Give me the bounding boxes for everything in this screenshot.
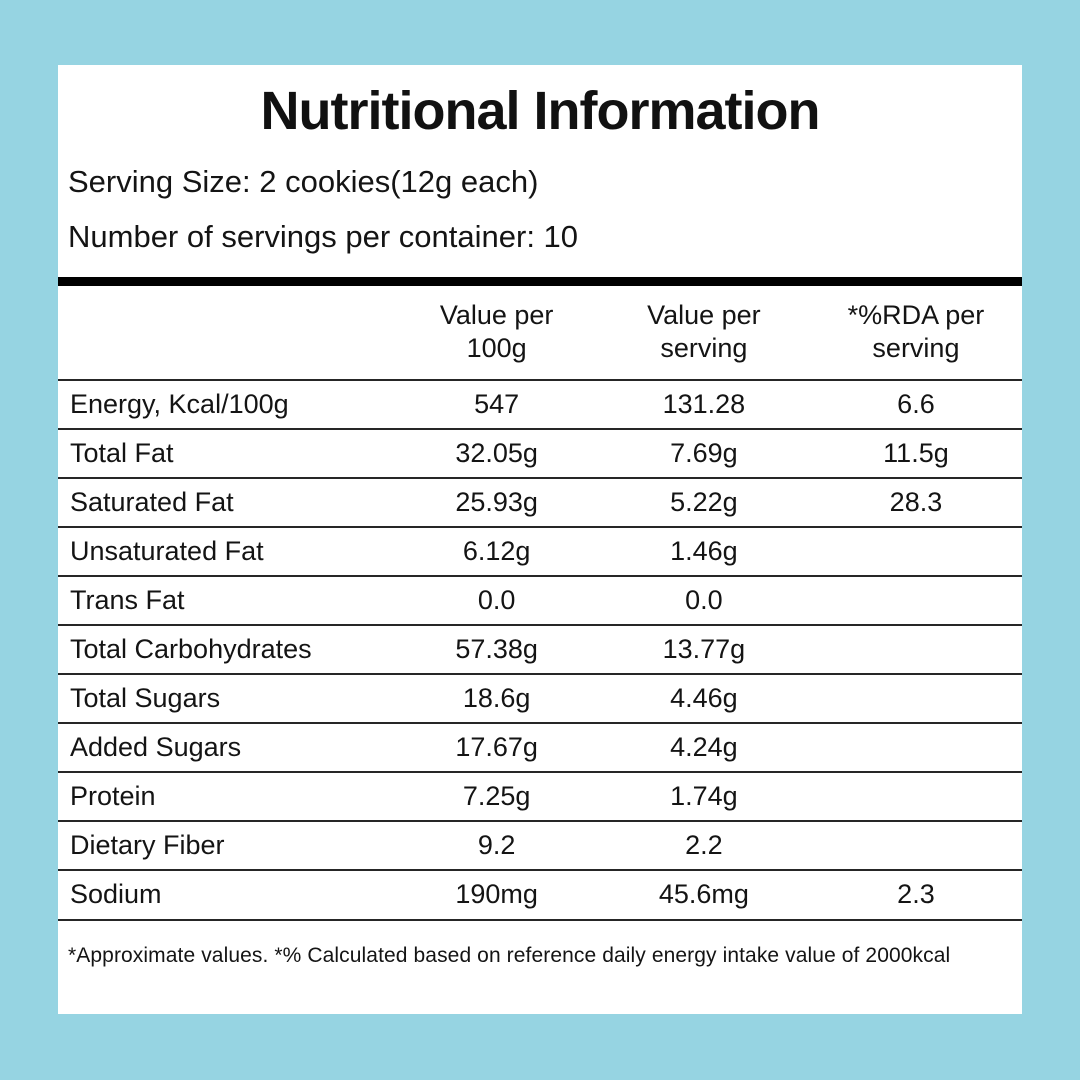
- table-row-total-fat: Total Fat 32.05g 7.69g 11.5g: [58, 427, 1022, 478]
- table-row-total-sugars: Total Sugars 18.6g 4.46g: [58, 672, 1022, 723]
- rda-per-serving-cell: 11.5g: [809, 427, 1022, 478]
- header-line: Value per: [439, 299, 554, 330]
- value-per-serving-cell: 7.69g: [597, 427, 810, 478]
- value-per-serving-cell: 1.74g: [597, 770, 810, 821]
- value-per-serving-cell: 45.6mg: [597, 868, 810, 919]
- table-row-protein: Protein 7.25g 1.74g: [58, 770, 1022, 821]
- nutrition-label-card: Nutritional Information Serving Size: 2 …: [58, 65, 1022, 1014]
- rda-per-serving-cell: [809, 672, 1022, 723]
- header-line: Value per: [647, 299, 761, 330]
- value-per-100g-cell: 7.25g: [395, 770, 598, 821]
- table-row-trans-fat: Trans Fat 0.0 0.0: [58, 574, 1022, 625]
- table-body: Energy, Kcal/100g 547 131.28 6.6 Total F…: [58, 378, 1022, 919]
- header-row: Value per 100g Value per serving *%RDA p…: [58, 286, 1022, 380]
- nutrient-label-cell: Energy, Kcal/100g: [58, 378, 396, 429]
- nutrient-label-cell: Protein: [58, 770, 396, 821]
- header-line: serving: [660, 333, 748, 364]
- value-per-100g-cell: 547: [395, 378, 598, 429]
- value-per-serving-cell: 4.24g: [597, 721, 810, 772]
- column-header-rda-per-serving: *%RDA per serving: [810, 286, 1022, 380]
- rda-per-serving-cell: 28.3: [809, 476, 1022, 527]
- table-header: Value per 100g Value per serving *%RDA p…: [58, 286, 1022, 380]
- table-row-total-carbohydrates: Total Carbohydrates 57.38g 13.77g: [58, 623, 1022, 674]
- rda-per-serving-cell: [809, 623, 1022, 674]
- table-row-dietary-fiber: Dietary Fiber 9.2 2.2: [58, 819, 1022, 870]
- nutrient-label-cell: Dietary Fiber: [58, 819, 396, 870]
- table-row-saturated-fat: Saturated Fat 25.93g 5.22g 28.3: [58, 476, 1022, 527]
- rda-per-serving-cell: [809, 819, 1022, 870]
- thick-divider-bar: [58, 276, 1022, 286]
- table-row-sodium: Sodium 190mg 45.6mg 2.3: [58, 868, 1022, 919]
- value-per-serving-cell: 13.77g: [597, 623, 810, 674]
- footnote: *Approximate values. *% Calculated based…: [58, 918, 1022, 992]
- header-line: *%RDA per: [847, 299, 985, 330]
- rda-per-serving-cell: [809, 721, 1022, 772]
- nutrient-label-cell: Added Sugars: [58, 721, 396, 772]
- value-per-100g-cell: 9.2: [395, 819, 598, 870]
- page-title: Nutritional Information: [260, 81, 821, 141]
- nutrient-label-cell: Saturated Fat: [58, 476, 396, 527]
- value-per-serving-cell: 2.2: [597, 819, 810, 870]
- header-line: 100g: [466, 333, 527, 364]
- nutrient-label-cell: Total Fat: [58, 427, 396, 478]
- header-line: serving: [872, 333, 960, 364]
- header-empty-cell: [58, 286, 395, 380]
- value-per-100g-cell: 6.12g: [395, 525, 598, 576]
- table-row-added-sugars: Added Sugars 17.67g 4.24g: [58, 721, 1022, 772]
- rda-per-serving-cell: [809, 770, 1022, 821]
- nutrition-table: Value per 100g Value per serving *%RDA p…: [58, 286, 1022, 919]
- table-row-unsaturated-fat: Unsaturated Fat 6.12g 1.46g: [58, 525, 1022, 576]
- nutrient-label-cell: Unsaturated Fat: [58, 525, 396, 576]
- rda-per-serving-cell: [809, 574, 1022, 625]
- value-per-100g-cell: 32.05g: [395, 427, 598, 478]
- nutrient-label-cell: Trans Fat: [58, 574, 396, 625]
- value-per-serving-cell: 4.46g: [597, 672, 810, 723]
- rda-per-serving-cell: 2.3: [809, 868, 1022, 919]
- rda-per-serving-cell: [809, 525, 1022, 576]
- servings-per-container-line: Number of servings per container: 10: [68, 218, 579, 254]
- column-header-value-per-serving: Value per serving: [598, 286, 810, 380]
- column-header-value-per-100g: Value per 100g: [395, 286, 597, 380]
- nutrient-label-cell: Sodium: [58, 868, 396, 919]
- serving-size-line: Serving Size: 2 cookies(12g each): [68, 164, 539, 200]
- value-per-100g-cell: 17.67g: [395, 721, 598, 772]
- rda-per-serving-cell: 6.6: [809, 378, 1022, 429]
- value-per-100g-cell: 25.93g: [395, 476, 598, 527]
- value-per-serving-cell: 0.0: [597, 574, 810, 625]
- value-per-100g-cell: 0.0: [395, 574, 598, 625]
- table-row-energy: Energy, Kcal/100g 547 131.28 6.6: [58, 378, 1022, 429]
- value-per-serving-cell: 131.28: [597, 378, 810, 429]
- value-per-100g-cell: 190mg: [395, 868, 598, 919]
- nutrient-label-cell: Total Sugars: [58, 672, 396, 723]
- value-per-100g-cell: 57.38g: [395, 623, 598, 674]
- value-per-serving-cell: 5.22g: [597, 476, 810, 527]
- value-per-100g-cell: 18.6g: [395, 672, 598, 723]
- nutrient-label-cell: Total Carbohydrates: [58, 623, 396, 674]
- value-per-serving-cell: 1.46g: [597, 525, 810, 576]
